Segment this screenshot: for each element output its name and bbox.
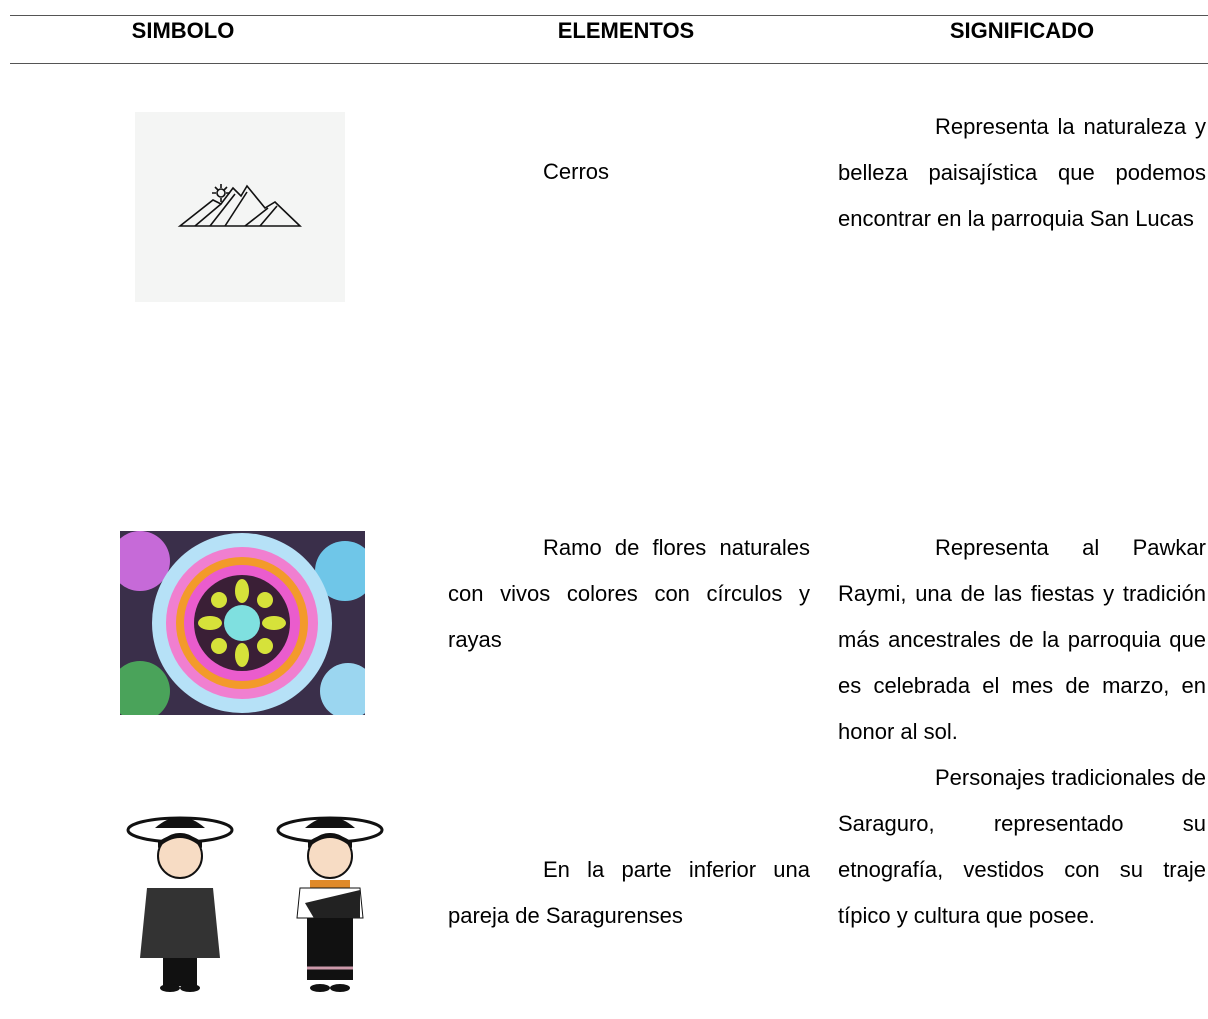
meaning-text: Personajes tradicionales de Saraguro, re…	[838, 765, 1206, 928]
saraguro-couple-image	[126, 816, 384, 992]
meaning-text: Representa la naturaleza y belleza paisa…	[838, 114, 1206, 231]
flower-image	[120, 531, 365, 715]
top-rule	[10, 15, 1208, 16]
column-header: SIMBOLO	[131, 18, 235, 43]
element-text: En la parte inferior una pareja de Sarag…	[448, 857, 810, 928]
mountain-icon	[135, 112, 345, 302]
column-header: SIGNIFICADO	[949, 18, 1095, 43]
meaning-text: Representa al Pawkar Raymi, una de las f…	[838, 535, 1206, 744]
column-header: ELEMENTOS	[557, 18, 695, 43]
header-rule	[10, 63, 1208, 64]
element-text: Ramo de flores naturales con vivos color…	[448, 535, 810, 652]
element-text: Cerros	[543, 159, 610, 184]
